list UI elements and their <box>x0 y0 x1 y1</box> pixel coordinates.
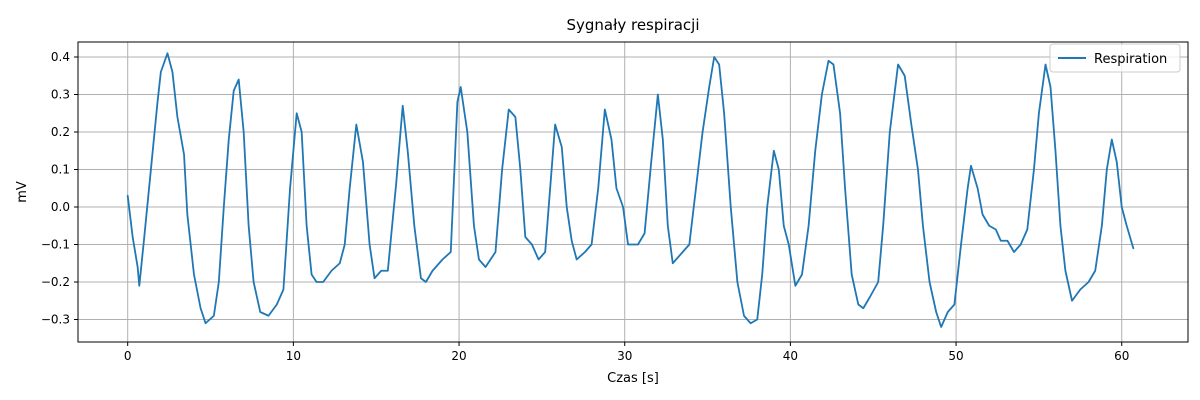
y-tick-label: −0.2 <box>41 275 70 289</box>
x-axis-title: Czas [s] <box>607 371 659 386</box>
y-axis-title: mV <box>15 181 30 203</box>
y-tick-label: −0.1 <box>41 238 70 252</box>
x-tick-label: 10 <box>286 349 301 363</box>
y-tick-label: 0.3 <box>51 88 70 102</box>
plot-frame <box>77 41 1189 343</box>
legend-label: Respiration <box>1094 52 1167 67</box>
series-layer <box>126 52 1135 328</box>
legend: Respiration <box>1049 43 1181 73</box>
y-tick-label: 0.1 <box>51 163 70 177</box>
x-tick-label: 20 <box>451 349 466 363</box>
x-tick-label: 0 <box>124 349 132 363</box>
x-tick-label: 60 <box>1114 349 1129 363</box>
chart-title: Sygnały respiracji <box>566 16 699 34</box>
y-tick-label: 0.0 <box>51 200 70 214</box>
x-tick-label: 50 <box>948 349 963 363</box>
legend-box <box>1049 43 1181 73</box>
grid <box>78 42 1188 342</box>
series-line-respiration <box>126 52 1135 328</box>
ticks: 0 10 20 30 40 50 60 −0.3 −0.2 −0.1 0.0 0.1 0.2 0.3 0.4 <box>41 50 1130 363</box>
y-tick-label: 0.2 <box>51 125 70 139</box>
y-tick-label: −0.3 <box>41 313 70 327</box>
x-tick-label: 40 <box>783 349 798 363</box>
x-tick-label: 30 <box>617 349 632 363</box>
y-tick-label: 0.4 <box>51 50 70 64</box>
